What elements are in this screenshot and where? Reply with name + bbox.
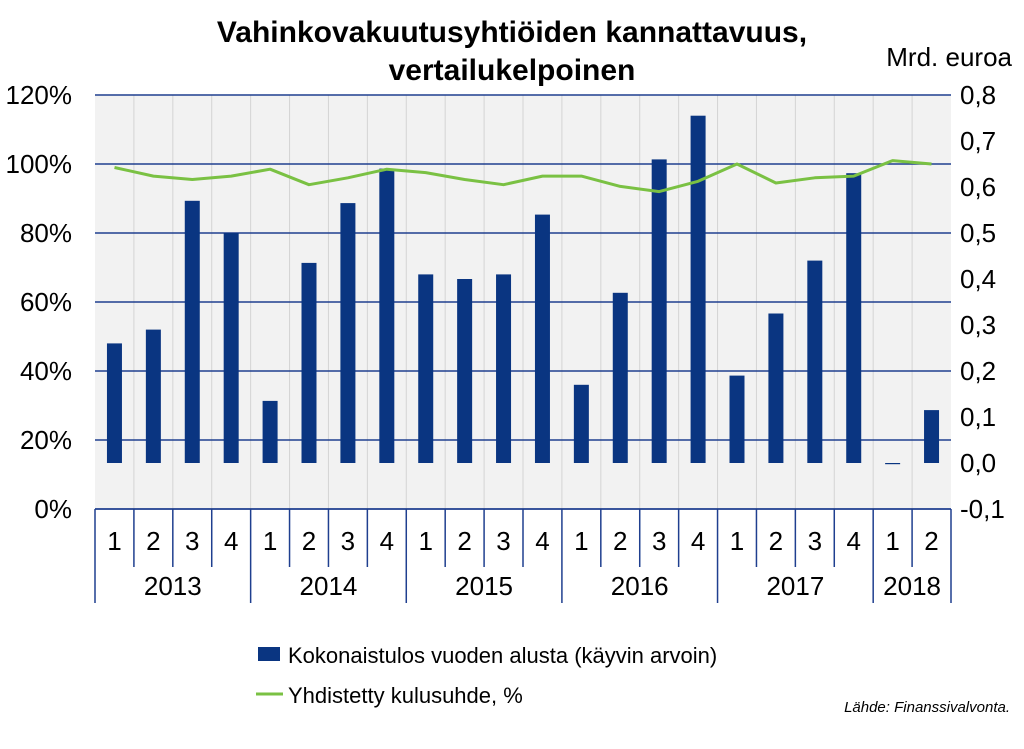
bar-20	[846, 173, 862, 463]
bar-2	[145, 329, 161, 463]
legend: Kokonaistulos vuoden alusta (käyvin arvo…	[256, 643, 717, 708]
right-axis-tick-label: 0,2	[960, 356, 996, 386]
bar-19	[807, 260, 823, 463]
left-axis-tick-label: 20%	[20, 425, 72, 455]
year-label: 2013	[144, 571, 202, 601]
quarter-label: 1	[263, 526, 277, 556]
bar-5	[262, 400, 278, 463]
bar-15	[651, 159, 667, 463]
quarter-label: 2	[302, 526, 316, 556]
left-axis-tick-label: 100%	[6, 149, 73, 179]
left-axis-tick-label: 80%	[20, 218, 72, 248]
right-axis-tick-label: 0,5	[960, 218, 996, 248]
quarter-label: 2	[769, 526, 783, 556]
right-axis-tick-label: 0,3	[960, 310, 996, 340]
axes: 0% 20% 40% 60% 80% 100% 120% -0,1 0,0 0,1 0,2 0,3 0,…	[6, 80, 1005, 603]
quarter-label: 4	[380, 526, 394, 556]
right-axis-tick-label: 0,6	[960, 172, 996, 202]
bar-8	[379, 168, 395, 463]
left-axis-tick-label: 120%	[6, 80, 73, 110]
bar-1	[106, 343, 122, 463]
bar-10	[457, 279, 473, 463]
year-label: 2015	[455, 571, 513, 601]
bar-22	[924, 410, 940, 463]
kulusuhde-line	[114, 159, 932, 194]
year-label: 2018	[883, 571, 941, 601]
right-axis-tick-label: 0,1	[960, 402, 996, 432]
bar-11	[496, 274, 512, 463]
right-axis-tick-label: 0,4	[960, 264, 996, 294]
source-note: Lähde: Finanssivalvonta.	[844, 699, 1010, 716]
bar-18	[768, 313, 784, 463]
bar-14	[612, 292, 628, 463]
bar-16	[690, 115, 706, 463]
bar-21	[885, 463, 901, 465]
left-axis-tick-label: 60%	[20, 287, 72, 317]
year-label: 2014	[300, 571, 358, 601]
quarter-label: 1	[730, 526, 744, 556]
bar-9	[418, 274, 434, 463]
right-axis-tick-label: 0,0	[960, 448, 996, 478]
legend-label-bar: Kokonaistulos vuoden alusta (käyvin arvo…	[288, 643, 717, 668]
plot-area	[95, 94, 951, 510]
right-axis-tick-label: 0,7	[960, 126, 996, 156]
quarter-label: 4	[224, 526, 238, 556]
quarter-label: 3	[185, 526, 199, 556]
bar-13	[573, 384, 589, 463]
left-axis-tick-label: 40%	[20, 356, 72, 386]
bar-12	[534, 214, 550, 463]
quarter-label: 3	[652, 526, 666, 556]
right-axis-tick-label: -0,1	[960, 494, 1005, 524]
left-axis-tick-label: 0%	[34, 494, 72, 524]
quarter-label: 1	[107, 526, 121, 556]
legend-label-line: Yhdistetty kulusuhde, %	[288, 683, 523, 708]
quarter-label: 4	[535, 526, 549, 556]
quarter-label: 3	[808, 526, 822, 556]
bar-17	[729, 375, 745, 463]
chart-subtitle: vertailukelpoinen	[389, 54, 636, 87]
quarter-label: 2	[146, 526, 160, 556]
right-axis-unit-label: Mrd. euroa	[886, 42, 1012, 72]
year-label: 2016	[611, 571, 669, 601]
quarter-label: 4	[691, 526, 705, 556]
bar-4	[223, 233, 239, 463]
quarter-label: 2	[457, 526, 471, 556]
year-label: 2017	[766, 571, 824, 601]
quarter-label: 2	[613, 526, 627, 556]
quarter-label: 1	[418, 526, 432, 556]
quarter-label: 3	[341, 526, 355, 556]
quarter-label: 1	[885, 526, 899, 556]
quarter-label: 4	[846, 526, 860, 556]
quarter-label: 3	[496, 526, 510, 556]
quarter-label: 1	[574, 526, 588, 556]
right-axis-tick-label: 0,8	[960, 80, 996, 110]
bar-7	[340, 203, 356, 463]
legend-swatch-bar	[258, 647, 280, 661]
bar-6	[301, 262, 317, 463]
quarter-label: 2	[924, 526, 938, 556]
bar-3	[184, 200, 200, 464]
chart-title: Vahinkovakuutusyhtiöiden kannattavuus,	[217, 16, 807, 49]
